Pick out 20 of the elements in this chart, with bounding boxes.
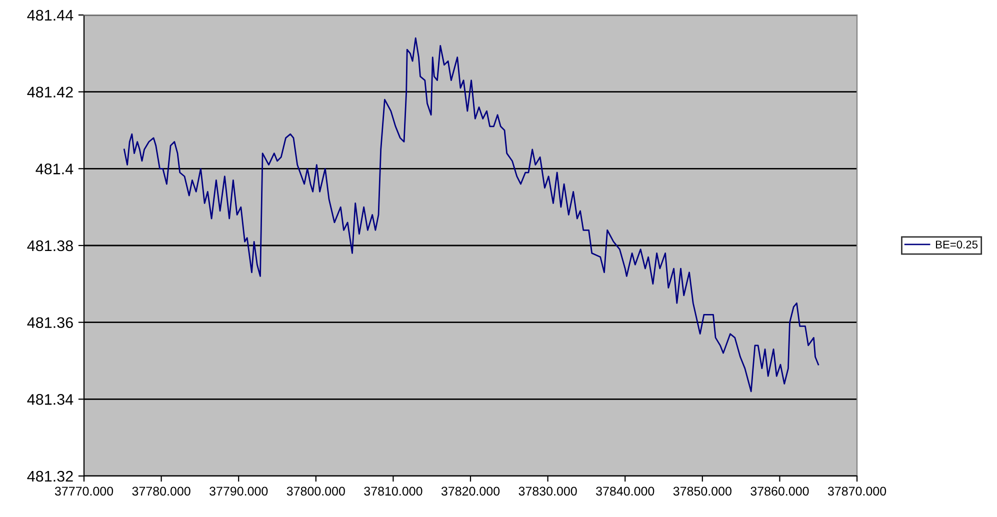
x-tick-label: 37790.000	[210, 486, 268, 496]
x-tick-label: 37840.000	[596, 486, 654, 496]
x-tick-label: 37800.000	[286, 486, 345, 496]
y-tick-label: 481.44	[27, 10, 74, 21]
x-tick-label: 37850.000	[673, 486, 732, 496]
y-tick-label: 481.42	[27, 86, 73, 98]
y-tick-label: 481.34	[27, 394, 74, 405]
x-tick-label: 37810.000	[364, 486, 422, 496]
y-tick-label: 481.36	[27, 317, 73, 328]
y-tick-label: 481.32	[27, 470, 73, 482]
x-tick-label: 37820.000	[441, 486, 500, 496]
x-tick-label: 37830.000	[518, 486, 577, 496]
y-tick-label: 481.4	[36, 164, 74, 174]
x-tick-label: 37860.000	[750, 486, 809, 496]
x-tick-label: 37780.000	[132, 486, 190, 496]
line-series	[124, 37, 820, 392]
y-tick-label: 481.38	[27, 240, 73, 252]
legend-label: BE=0.25	[936, 240, 978, 248]
x-tick-label: 37770.000	[54, 486, 114, 496]
x-tick-label: 37870.000	[828, 486, 886, 496]
